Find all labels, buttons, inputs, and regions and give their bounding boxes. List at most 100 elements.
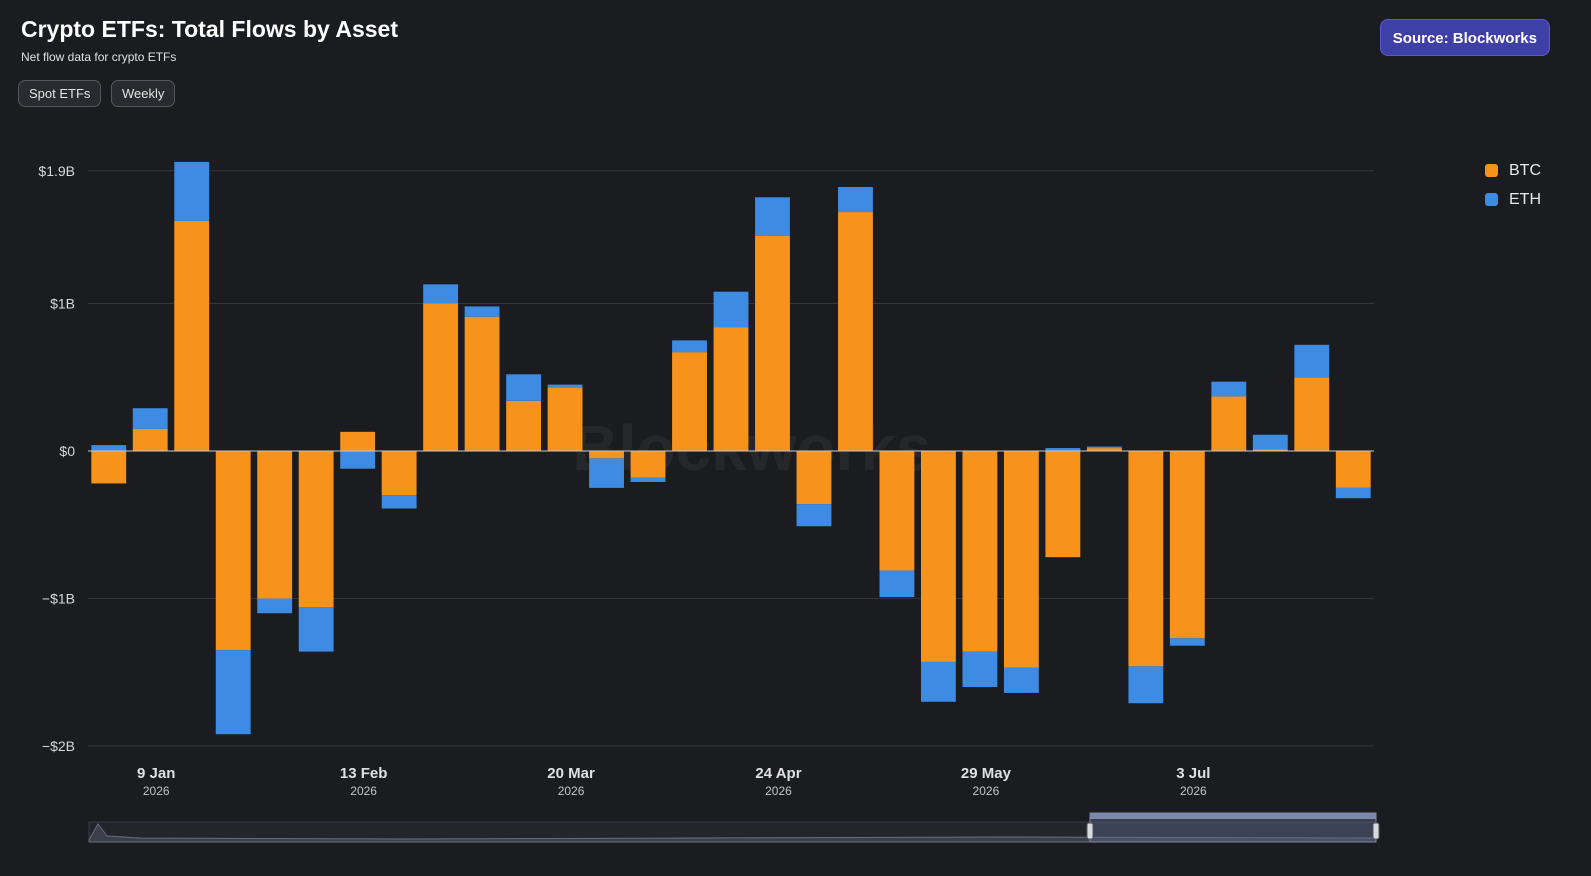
bar-btc[interactable] (423, 303, 459, 452)
bar-btc[interactable] (298, 451, 334, 608)
eth-swatch (1485, 193, 1498, 206)
bar-btc[interactable] (506, 400, 542, 451)
bar-eth[interactable] (547, 384, 583, 388)
bar-btc[interactable] (381, 451, 417, 496)
bar-eth[interactable] (1335, 487, 1371, 499)
x-tick-label: 13 Feb (340, 765, 388, 782)
bar-btc[interactable] (1252, 449, 1288, 451)
bar-btc[interactable] (879, 451, 915, 571)
bar-eth[interactable] (838, 186, 873, 213)
x-tick-label: 3 Jul (1176, 765, 1210, 782)
bar-eth[interactable] (1045, 448, 1081, 451)
bar-eth[interactable] (755, 197, 790, 236)
bar-btc[interactable] (1294, 377, 1330, 451)
bar-eth[interactable] (257, 598, 293, 614)
bar-btc[interactable] (1045, 451, 1081, 558)
bar-eth[interactable] (879, 570, 915, 598)
x-tick-year: 2026 (143, 784, 170, 798)
bar-btc[interactable] (464, 316, 500, 451)
x-tick-label: 9 Jan (137, 765, 175, 782)
bar-eth[interactable] (796, 504, 832, 527)
bar-btc[interactable] (132, 428, 168, 452)
bar-eth[interactable] (423, 284, 459, 304)
bar-eth[interactable] (464, 306, 500, 317)
navigator-right-handle[interactable] (1372, 822, 1380, 840)
bar-eth[interactable] (381, 495, 417, 509)
legend: BTC ETH (1485, 156, 1541, 214)
bar-btc[interactable] (547, 387, 583, 451)
x-tick-year: 2026 (558, 784, 585, 798)
bar-eth[interactable] (589, 458, 624, 488)
bar-eth[interactable] (921, 661, 956, 702)
bar-eth[interactable] (1128, 666, 1164, 704)
bar-btc[interactable] (589, 451, 624, 459)
bar-eth[interactable] (132, 408, 168, 429)
bar-btc[interactable] (630, 451, 666, 478)
bar-btc[interactable] (91, 451, 127, 484)
bar-eth[interactable] (1294, 344, 1330, 378)
x-tick-year: 2026 (1180, 784, 1207, 798)
spot-etfs-filter-button[interactable]: Spot ETFs (18, 80, 102, 107)
range-navigator[interactable] (88, 812, 1380, 843)
y-tick-label: $0 (59, 443, 75, 459)
bar-btc[interactable] (672, 352, 707, 452)
x-axis: 9 Jan 2026 13 Feb 2026 20 Mar 2026 24 Apr 2026 2… (137, 765, 1210, 798)
bar-eth[interactable] (962, 651, 998, 687)
bar-btc[interactable] (340, 431, 376, 451)
chart-title: Crypto ETFs: Total Flows by Asset (21, 16, 398, 42)
bar-btc[interactable] (257, 451, 293, 599)
bar-btc[interactable] (713, 327, 749, 451)
bar-btc[interactable] (174, 220, 210, 451)
bar-btc[interactable] (1211, 396, 1247, 452)
btc-swatch (1485, 164, 1498, 177)
legend-item-eth[interactable]: ETH (1485, 185, 1541, 214)
bar-eth[interactable] (713, 291, 749, 328)
bar-btc[interactable] (1086, 448, 1122, 451)
bar-eth[interactable] (506, 374, 542, 401)
bar-btc[interactable] (755, 235, 790, 451)
bar-eth[interactable] (340, 451, 376, 469)
navigator-left-handle[interactable] (1086, 822, 1094, 840)
bar-eth[interactable] (298, 607, 334, 652)
bar-eth[interactable] (1003, 667, 1039, 693)
weekly-filter-button[interactable]: Weekly (111, 80, 176, 107)
bars (91, 161, 1371, 735)
bar-eth[interactable] (672, 340, 707, 353)
bar-eth[interactable] (215, 650, 251, 735)
bar-btc[interactable] (1128, 451, 1164, 667)
bar-btc[interactable] (838, 212, 873, 451)
y-tick-label: $1.9B (38, 163, 75, 179)
bar-eth[interactable] (1169, 638, 1205, 646)
y-tick-label: $1B (50, 296, 75, 312)
navigator-series (88, 823, 1377, 843)
bar-eth[interactable] (91, 445, 127, 451)
x-tick-year: 2026 (973, 784, 1000, 798)
legend-label-eth: ETH (1509, 190, 1541, 208)
bar-eth[interactable] (1211, 381, 1247, 397)
x-tick-year: 2026 (350, 784, 377, 798)
bar-btc[interactable] (215, 451, 251, 651)
x-tick-label: 24 Apr (755, 765, 801, 782)
bar-btc[interactable] (1003, 451, 1039, 668)
source-button[interactable]: Source: Blockworks (1379, 19, 1550, 56)
y-tick-label: −$1B (42, 591, 75, 607)
watermark: Blockworks (572, 412, 931, 484)
bar-eth[interactable] (630, 477, 666, 482)
legend-label-btc: BTC (1509, 161, 1541, 179)
chart-subtitle: Net flow data for crypto ETFs (21, 50, 177, 64)
bar-eth[interactable] (1086, 446, 1122, 449)
x-tick-label: 20 Mar (547, 765, 595, 782)
bar-btc[interactable] (921, 451, 956, 662)
bar-btc[interactable] (796, 451, 832, 505)
bar-eth[interactable] (1252, 434, 1288, 450)
legend-item-btc[interactable]: BTC (1485, 156, 1541, 185)
bar-btc[interactable] (1169, 451, 1205, 639)
y-tick-label: −$2B (42, 738, 75, 754)
x-tick-label: 29 May (961, 765, 1012, 782)
navigator-scrollbar[interactable] (1090, 813, 1376, 819)
bar-btc[interactable] (962, 451, 998, 652)
bar-btc[interactable] (1335, 451, 1371, 488)
bar-eth[interactable] (174, 161, 210, 221)
x-tick-year: 2026 (765, 784, 792, 798)
